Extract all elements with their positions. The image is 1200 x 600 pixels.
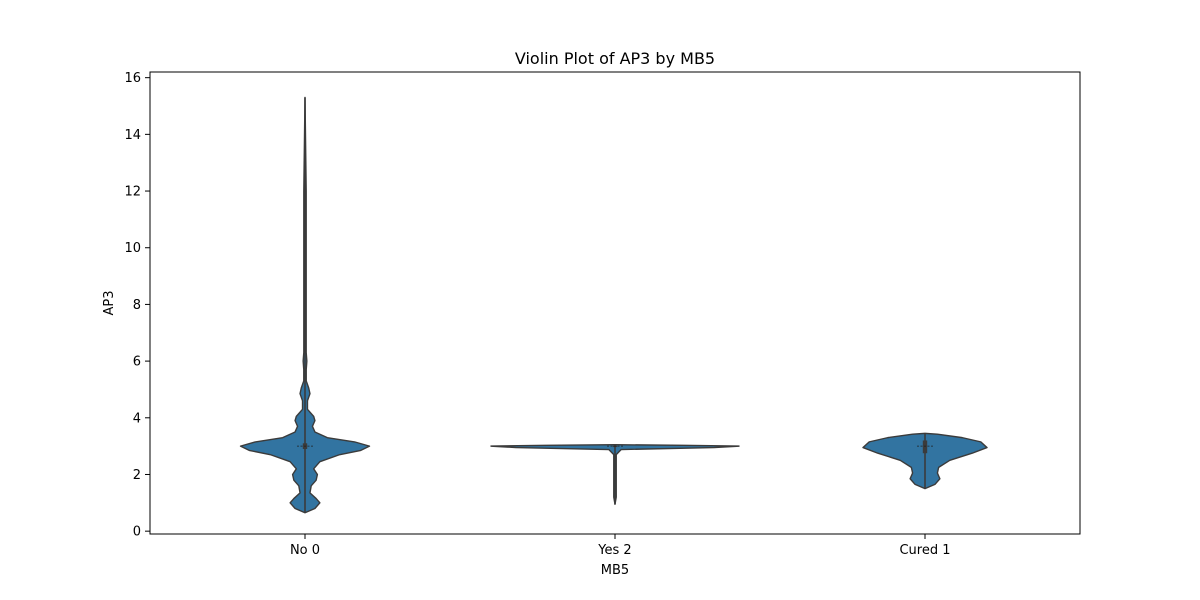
x-tick-label: No 0 bbox=[290, 543, 320, 558]
y-tick-label: 6 bbox=[133, 355, 141, 370]
x-axis: No 0 Yes 2 Cured 1 bbox=[290, 534, 951, 558]
x-tick-label: Cured 1 bbox=[899, 543, 950, 558]
x-axis-label: MB5 bbox=[601, 563, 629, 578]
violin-cured-1 bbox=[862, 432, 988, 490]
y-axis: 0 2 4 6 8 10 12 14 16 bbox=[124, 71, 150, 540]
violin-box bbox=[922, 440, 928, 454]
y-tick-label: 16 bbox=[124, 71, 141, 86]
y-axis-label: AP3 bbox=[102, 290, 117, 315]
violin-no-0 bbox=[239, 96, 371, 514]
y-tick-label: 4 bbox=[133, 411, 141, 426]
x-tick-label: Yes 2 bbox=[597, 543, 631, 558]
violin-yes-2 bbox=[490, 444, 740, 505]
y-tick-label: 2 bbox=[133, 468, 141, 483]
y-tick-label: 14 bbox=[124, 128, 141, 143]
y-tick-label: 8 bbox=[133, 298, 141, 313]
violins-layer bbox=[239, 96, 988, 514]
y-tick-label: 10 bbox=[124, 241, 141, 256]
y-tick-label: 0 bbox=[133, 525, 141, 540]
chart-title: Violin Plot of AP3 by MB5 bbox=[515, 49, 715, 68]
y-tick-label: 12 bbox=[124, 185, 141, 200]
